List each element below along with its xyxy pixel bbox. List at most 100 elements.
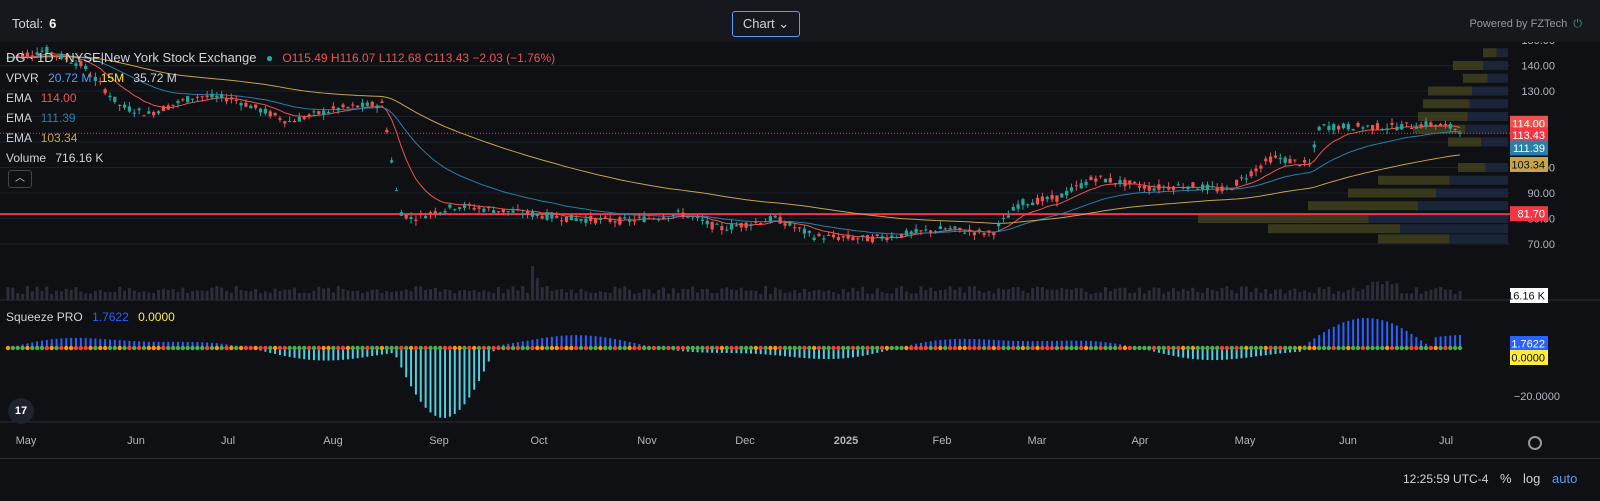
squeeze-dot bbox=[1434, 346, 1438, 350]
candle-body bbox=[487, 207, 490, 208]
candle-body bbox=[764, 221, 767, 222]
volume-bar bbox=[924, 290, 927, 300]
squeeze-bar bbox=[1357, 319, 1359, 348]
auto-toggle[interactable]: auto bbox=[1552, 471, 1577, 486]
squeeze-dot bbox=[608, 346, 612, 350]
time-tick-label: May bbox=[1235, 435, 1256, 447]
ema2-legend[interactable]: EMA 111.39 bbox=[6, 111, 76, 125]
volume-bar bbox=[1187, 291, 1190, 300]
squeeze-dot bbox=[1409, 346, 1413, 350]
squeeze-dot bbox=[851, 346, 855, 350]
ema2-label: EMA bbox=[6, 111, 31, 125]
candle-body bbox=[113, 97, 116, 102]
squeeze-bar bbox=[1386, 322, 1388, 348]
time-tick-label: Jul bbox=[1439, 435, 1453, 447]
candle-body bbox=[511, 210, 514, 212]
tradingview-logo-icon[interactable]: 17 bbox=[8, 398, 34, 424]
ohlc-open: O115.49 bbox=[282, 51, 327, 65]
squeeze-dot bbox=[283, 346, 287, 350]
squeeze-dot bbox=[98, 346, 102, 350]
candle-body bbox=[1007, 215, 1010, 217]
candle-body bbox=[555, 216, 558, 218]
log-toggle[interactable]: log bbox=[1523, 471, 1540, 486]
volume-bar bbox=[201, 290, 204, 300]
vpvr-bar bbox=[1268, 224, 1400, 233]
volume-bar bbox=[16, 293, 19, 300]
candle-body bbox=[157, 111, 160, 113]
candle-body bbox=[201, 96, 204, 97]
volume-bar bbox=[788, 292, 791, 300]
vpvr-legend[interactable]: VPVR 20.72 M 15M 35.72 M bbox=[6, 71, 177, 85]
volume-bar bbox=[1400, 293, 1403, 300]
squeeze-dot bbox=[1060, 346, 1064, 350]
volume-bar bbox=[817, 290, 820, 300]
volume-bar bbox=[230, 293, 233, 300]
candle-body bbox=[604, 217, 607, 218]
candle-body bbox=[575, 218, 578, 221]
vpvr-bar bbox=[1458, 163, 1486, 172]
volume-bar bbox=[74, 287, 77, 300]
clock-time[interactable]: 12:25:59 UTC-4 bbox=[1403, 472, 1488, 486]
volume-bar bbox=[1007, 289, 1010, 300]
volume-bar bbox=[400, 291, 403, 300]
volume-bar bbox=[652, 294, 655, 300]
candle-body bbox=[1318, 127, 1321, 131]
volume-bar bbox=[1434, 288, 1437, 300]
squeeze-dot bbox=[16, 346, 20, 350]
squeeze-dot bbox=[778, 346, 782, 350]
candle-body bbox=[162, 106, 165, 111]
volume-bar bbox=[711, 293, 714, 300]
volume-bar bbox=[822, 292, 825, 300]
candle-body bbox=[1055, 195, 1058, 201]
squeeze-dot bbox=[550, 346, 554, 350]
volume-bar bbox=[910, 294, 913, 300]
squeeze-dot bbox=[744, 346, 748, 350]
volume-legend[interactable]: Volume 716.16 K bbox=[6, 151, 103, 165]
volume-bar bbox=[478, 292, 481, 300]
symbol-title[interactable]: DG · 1D · NYSE|New York Stock Exchange bbox=[6, 50, 256, 65]
volume-bar bbox=[240, 290, 243, 300]
candle-body bbox=[375, 105, 378, 107]
power-icon[interactable]: ⏻ bbox=[1573, 18, 1582, 30]
squeeze-bar bbox=[1391, 324, 1393, 348]
squeeze-dot bbox=[438, 346, 442, 350]
volume-bar bbox=[1143, 294, 1146, 300]
squeeze-dot bbox=[525, 346, 529, 350]
candle-body bbox=[395, 190, 398, 191]
chart-canvas[interactable]: 150.00140.00130.00100.0090.0080.0070.00−… bbox=[0, 42, 1600, 458]
candle-body bbox=[1036, 198, 1039, 204]
volume-bar bbox=[468, 291, 471, 300]
chevron-up-icon[interactable]: ︿ bbox=[8, 170, 32, 188]
volume-bar bbox=[45, 287, 48, 300]
vpvr-bar bbox=[1436, 189, 1508, 198]
gear-icon[interactable] bbox=[1528, 436, 1542, 450]
ema3-legend[interactable]: EMA 103.34 bbox=[6, 131, 77, 145]
candle-body bbox=[939, 226, 942, 229]
volume-bar bbox=[492, 293, 495, 300]
squeeze-dot bbox=[321, 346, 325, 350]
chart-dropdown-button[interactable]: Chart ⌄ bbox=[732, 11, 800, 37]
price-tag-label: 111.39 bbox=[1513, 143, 1545, 155]
squeeze-dot bbox=[1108, 346, 1112, 350]
volume-bar bbox=[536, 278, 539, 300]
volume-bar bbox=[682, 289, 685, 300]
volume-bar bbox=[113, 292, 116, 300]
squeeze-legend[interactable]: Squeeze PRO 1.7622 0.0000 bbox=[6, 310, 175, 324]
candle-body bbox=[439, 212, 442, 214]
squeeze-dot bbox=[1191, 346, 1195, 350]
volume-bar bbox=[322, 288, 325, 300]
squeeze-dot bbox=[93, 346, 97, 350]
percent-toggle[interactable]: % bbox=[1500, 471, 1512, 486]
candle-body bbox=[915, 229, 918, 233]
volume-bar bbox=[560, 289, 563, 300]
volume-bar bbox=[691, 287, 694, 300]
chart-area[interactable]: 150.00140.00130.00100.0090.0080.0070.00−… bbox=[0, 42, 1600, 458]
squeeze-dot bbox=[108, 346, 112, 350]
squeeze-dot bbox=[200, 346, 204, 350]
squeeze-dot bbox=[720, 346, 724, 350]
ema1-legend[interactable]: EMA 114.00 bbox=[6, 91, 77, 105]
candle-body bbox=[1454, 129, 1457, 130]
volume-bar bbox=[89, 294, 92, 300]
volume-bar bbox=[516, 290, 519, 300]
volume-bar bbox=[1357, 291, 1360, 300]
